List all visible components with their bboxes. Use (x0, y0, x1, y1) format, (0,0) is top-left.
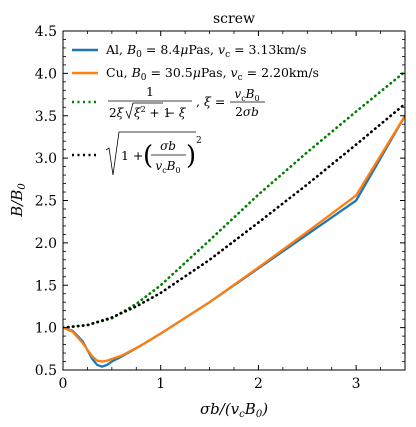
x-tick-label: 3 (352, 376, 361, 392)
series-layer (63, 70, 405, 368)
y-tick-label: 4.0 (35, 66, 57, 82)
y-tick-label: 2.0 (35, 236, 57, 252)
svg-text:σb: σb (160, 139, 176, 153)
svg-text:2ξ: 2ξ (109, 106, 125, 120)
legend-label-al: Al, B0 = 8.4μPas, vc = 3.13km/s (105, 42, 306, 60)
svg-text:2σb: 2σb (235, 105, 259, 119)
y-axis: 0.5 1.0 1.5 2.0 2.5 3.0 3.5 4.0 4.5 (35, 24, 405, 379)
legend-entry-formula-1: 1 2ξ ξ2 + 1 − ξ , ξ = vcB0 2σb (72, 84, 265, 120)
y-tick-label: 4.5 (35, 24, 57, 40)
svg-text:vcB0: vcB0 (234, 87, 259, 103)
svg-text:1 +: 1 + (121, 148, 143, 163)
chart-title: screw (213, 11, 255, 27)
legend-label-cu: Cu, B0 = 30.5μPas, vc = 2.20km/s (106, 65, 319, 83)
svg-text:2: 2 (196, 136, 202, 146)
svg-text:− ξ: − ξ (165, 106, 187, 120)
svg-text:, ξ =: , ξ = (196, 94, 225, 109)
y-tick-label: 3.5 (35, 109, 57, 125)
svg-text:(: ( (143, 141, 153, 171)
x-tick-label: 1 (156, 376, 165, 392)
x-tick-label: 2 (254, 376, 263, 392)
y-tick-label: 2.5 (35, 194, 57, 210)
svg-text:1: 1 (146, 84, 154, 99)
legend-label-formula-1: 1 2ξ ξ2 + 1 − ξ , ξ = vcB0 2σb (108, 84, 265, 120)
y-tick-label: 0.5 (35, 363, 57, 379)
y-tick-label: 1.0 (35, 321, 57, 337)
legend-entry-formula-2: 1 + ( σb vcB0 ) 2 (72, 131, 202, 176)
svg-text:B/B0: B/B0 (8, 183, 28, 218)
y-tick-label: 3.0 (35, 151, 57, 167)
legend-entry-cu: Cu, B0 = 30.5μPas, vc = 2.20km/s (72, 65, 319, 83)
legend: Al, B0 = 8.4μPas, vc = 3.13km/s Cu, B0 =… (72, 42, 319, 176)
x-tick-label: 0 (59, 376, 68, 392)
series-line-2 (63, 70, 405, 329)
y-axis-title: B/B0 (8, 183, 28, 218)
svg-text:σb/(vcB0): σb/(vcB0) (200, 400, 268, 420)
x-axis-title: σb/(vcB0) (200, 400, 268, 420)
y-tick-label: 1.5 (35, 278, 57, 294)
series-line-1 (63, 114, 405, 363)
svg-text:ξ2 + 1: ξ2 + 1 (134, 105, 171, 120)
legend-label-formula-2: 1 + ( σb vcB0 ) 2 (105, 131, 202, 176)
svg-text:vcB0: vcB0 (155, 159, 180, 175)
svg-text:): ) (186, 141, 196, 171)
series-line-3 (63, 102, 405, 329)
legend-entry-al: Al, B0 = 8.4μPas, vc = 3.13km/s (72, 42, 306, 60)
